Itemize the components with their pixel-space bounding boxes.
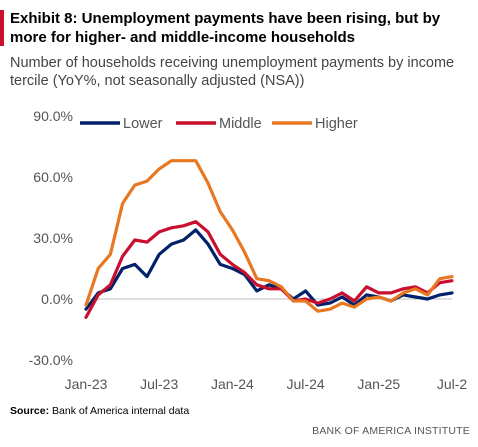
y-tick-label: 0.0% (41, 291, 73, 307)
source-note: Source: Bank of America internal data (10, 405, 189, 417)
source-label: Source: (10, 405, 50, 417)
x-tick-label: Jan-23 (65, 376, 108, 392)
x-tick-label: Jan-25 (357, 376, 400, 392)
line-chart: -30.0% 0.0% 30.0% 60.0% 90.0% Jan-23 Jul-23 Jan… (29, 108, 468, 392)
x-tick-label: Jul-2 (437, 376, 468, 392)
brand-name: BANK OF AMERICA INSTITUTE (312, 425, 470, 437)
x-tick-label: Jul-23 (140, 376, 178, 392)
y-tick-label: 90.0% (33, 108, 73, 124)
y-tick-label: -30.0% (29, 352, 73, 368)
legend-label-middle: Middle (219, 116, 262, 132)
accent-bar (0, 10, 4, 46)
chart-subtitle: Number of households receiving unemploym… (10, 55, 455, 89)
x-tick-label: Jul-24 (287, 376, 325, 392)
series-line-middle (84, 220, 454, 319)
y-tick-label: 30.0% (33, 230, 73, 246)
y-tick-label: 60.0% (33, 169, 73, 185)
chart-title: Exhibit 8: Unemployment payments have be… (10, 10, 441, 46)
source-text: Bank of America internal data (49, 405, 190, 417)
series-line-higher (84, 159, 454, 313)
x-tick-label: Jan-24 (211, 376, 254, 392)
legend-label-lower: Lower (123, 116, 163, 132)
legend-label-higher: Higher (315, 116, 358, 132)
